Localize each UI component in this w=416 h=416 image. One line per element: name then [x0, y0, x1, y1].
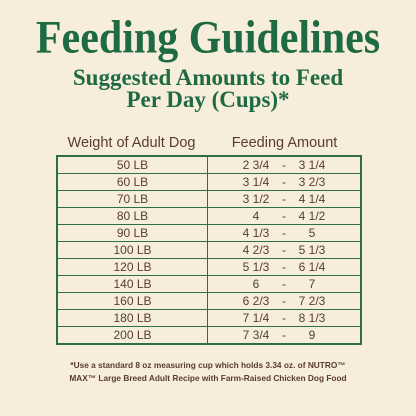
amount-separator: - — [282, 328, 286, 342]
footnote-line: *Use a standard 8 oz measuring cup which… — [70, 360, 346, 370]
table-row: 160 LB 6 2/3-7 2/3 — [58, 292, 360, 309]
weight-cell: 100 LB — [58, 242, 208, 258]
amount-separator: - — [282, 192, 286, 206]
amount-separator: - — [282, 277, 286, 291]
weight-cell: 50 LB — [58, 157, 208, 173]
amount-separator: - — [282, 175, 286, 189]
amount-cell: 4 2/3-5 1/3 — [208, 242, 360, 258]
amount-cell: 6 2/3-7 2/3 — [208, 293, 360, 309]
table-row: 50 LB 2 3/4-3 1/4 — [58, 157, 360, 173]
table-row: 140 LB 6 - 7 — [58, 275, 360, 292]
amount-high: 6 1/4 — [298, 260, 326, 274]
weight-cell: 60 LB — [58, 174, 208, 190]
column-header-weight: Weight of Adult Dog — [67, 135, 196, 151]
table-row: 120 LB 5 1/3-6 1/4 — [58, 258, 360, 275]
amount-cell: 4 1/3- 5 — [208, 225, 360, 241]
amount-high: 7 2/3 — [298, 294, 326, 308]
amount-cell: 3 1/2-4 1/4 — [208, 191, 360, 207]
weight-cell: 200 LB — [58, 327, 208, 343]
amount-separator: - — [282, 260, 286, 274]
table-row: 100 LB 4 2/3-5 1/3 — [58, 241, 360, 258]
amount-separator: - — [282, 311, 286, 325]
amount-low: 6 — [252, 277, 260, 291]
weight-cell: 180 LB — [58, 310, 208, 326]
amount-low: 5 1/3 — [242, 260, 270, 274]
page-title: Feeding Guidelines — [35, 12, 381, 64]
amount-cell: 7 1/4-8 1/3 — [208, 310, 360, 326]
weight-cell: 160 LB — [58, 293, 208, 309]
amount-high: 7 — [308, 277, 316, 291]
amount-low: 3 1/4 — [242, 175, 270, 189]
subtitle-line: Suggested Amounts to Feed — [72, 65, 344, 90]
amount-high: 5 1/3 — [298, 243, 326, 257]
weight-cell: 140 LB — [58, 276, 208, 292]
amount-low: 7 1/4 — [242, 311, 270, 325]
weight-cell: 70 LB — [58, 191, 208, 207]
amount-cell: 5 1/3-6 1/4 — [208, 259, 360, 275]
table-row: 70 LB 3 1/2-4 1/4 — [58, 190, 360, 207]
amount-cell: 7 3/4- 9 — [208, 327, 360, 343]
table-row: 60 LB 3 1/4-3 2/3 — [58, 173, 360, 190]
amount-cell: 3 1/4-3 2/3 — [208, 174, 360, 190]
table-row: 200 LB 7 3/4- 9 — [58, 326, 360, 343]
footnote-line: MAX™ Large Breed Adult Recipe with Farm-… — [69, 372, 347, 383]
amount-low: 3 1/2 — [242, 192, 270, 206]
amount-low: 4 1/3 — [242, 226, 270, 240]
table-column-headers: Weight of Adult Dog Feeding Amount — [56, 134, 362, 152]
table-row: 90 LB 4 1/3- 5 — [58, 224, 360, 241]
amount-high: 4 1/4 — [298, 192, 326, 206]
amount-separator: - — [282, 294, 286, 308]
amount-high: 5 — [308, 226, 316, 240]
weight-cell: 90 LB — [58, 225, 208, 241]
feeding-table: 50 LB 2 3/4-3 1/4 60 LB 3 1/4-3 2/3 70 LB 3 1… — [56, 155, 362, 345]
amount-high: 4 1/2 — [298, 209, 326, 223]
column-header-amount: Feeding Amount — [231, 135, 338, 151]
subtitle-line: Per Day (Cups)* — [126, 86, 290, 112]
amount-low: 7 3/4 — [242, 328, 270, 342]
amount-high: 3 1/4 — [298, 158, 326, 172]
amount-high: 3 2/3 — [298, 175, 326, 189]
amount-high: 8 1/3 — [298, 311, 326, 325]
amount-cell: 6 - 7 — [208, 276, 360, 292]
amount-cell: 2 3/4-3 1/4 — [208, 157, 360, 173]
amount-high: 9 — [308, 328, 316, 342]
weight-cell: 80 LB — [58, 208, 208, 224]
footnote: *Use a standard 8 oz measuring cup which… — [0, 359, 416, 384]
amount-separator: - — [282, 226, 286, 240]
amount-low: 4 — [252, 209, 260, 223]
weight-cell: 120 LB — [58, 259, 208, 275]
amount-separator: - — [282, 209, 286, 223]
amount-separator: - — [282, 243, 286, 257]
table-row: 180 LB 7 1/4-8 1/3 — [58, 309, 360, 326]
amount-low: 2 3/4 — [242, 158, 270, 172]
amount-separator: - — [282, 158, 286, 172]
amount-low: 4 2/3 — [242, 243, 270, 257]
table-row: 80 LB 4 -4 1/2 — [58, 207, 360, 224]
amount-low: 6 2/3 — [242, 294, 270, 308]
subtitle: Suggested Amounts to Feed Per Day (Cups)* — [0, 65, 416, 112]
amount-cell: 4 -4 1/2 — [208, 208, 360, 224]
